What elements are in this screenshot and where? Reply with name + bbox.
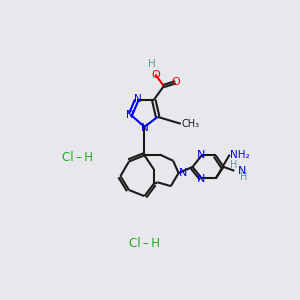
Text: N: N [179,168,188,178]
Text: H: H [240,172,247,182]
Text: N: N [238,166,246,176]
Text: N: N [134,94,141,104]
Text: N: N [197,174,205,184]
Text: N: N [126,110,134,120]
Text: N: N [197,150,205,160]
Text: O: O [151,70,160,80]
Text: H: H [230,160,237,170]
Text: NH₂: NH₂ [230,150,249,160]
Text: O: O [171,77,180,87]
Text: N: N [141,123,149,133]
Text: CH₃: CH₃ [182,119,200,129]
Text: Cl – H: Cl – H [62,151,93,164]
Text: Cl – H: Cl – H [129,237,160,250]
Text: H: H [148,59,156,70]
